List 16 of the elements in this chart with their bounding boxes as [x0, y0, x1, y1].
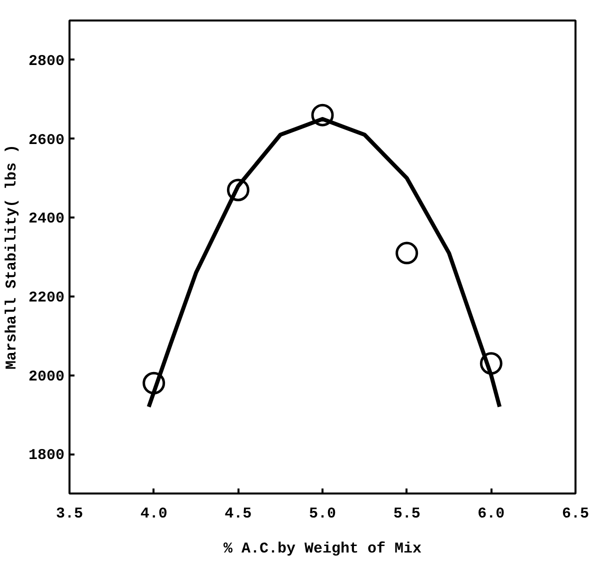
x-axis-title: % A.C.by Weight of Mix: [223, 540, 422, 558]
x-tick-label: 4.0: [140, 506, 168, 522]
x-tick-label: 6.0: [478, 506, 505, 522]
y-tick-label: 2000: [28, 368, 65, 386]
y-tick-label: 2600: [28, 132, 65, 149]
y-axis-title: Marshall Stability( lbs ): [3, 144, 20, 370]
point: [396, 242, 418, 264]
x-tick-label: 4.5: [224, 506, 252, 522]
x-tick-label: 6.5: [562, 506, 590, 522]
x-tick-label: 5.0: [309, 506, 336, 522]
x-tick-label: 5.5: [393, 506, 420, 522]
y-tick-label: 2400: [28, 210, 65, 228]
y-tick-label: 1800: [28, 447, 65, 464]
y-tick-label: 2800: [28, 52, 65, 70]
y-tick-label: 2200: [28, 289, 65, 306]
x-tick-label: 3.5: [56, 506, 84, 522]
